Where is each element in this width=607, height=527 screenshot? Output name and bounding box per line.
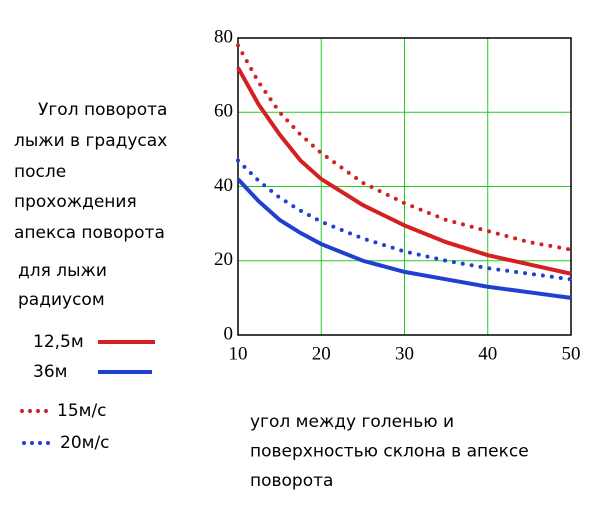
- annotation: после: [14, 162, 66, 182]
- legend-label: 20м/с: [60, 433, 110, 453]
- annotation: апекса поворота: [14, 223, 165, 243]
- annotation: Угол поворота: [38, 100, 167, 120]
- line-series: [236, 43, 573, 252]
- x-axis-label: поверхностью склона в апексе: [250, 442, 529, 462]
- x-axis-label: поворота: [250, 471, 333, 491]
- line-series: [236, 177, 572, 300]
- x-tick-label: 10: [229, 343, 248, 364]
- x-tick-label: 40: [478, 343, 497, 364]
- annotation: прохождения: [14, 192, 137, 212]
- y-tick-label: 20: [214, 249, 233, 270]
- y-tick-label: 60: [214, 101, 233, 122]
- x-tick-label: 30: [395, 343, 414, 364]
- legend-title: для лыжи: [18, 261, 107, 281]
- x-axis-label: угол между голенью и: [250, 412, 454, 432]
- y-tick-label: 80: [214, 26, 233, 47]
- x-tick-label: 20: [312, 343, 331, 364]
- legend-label: 15м/с: [57, 401, 107, 421]
- legend-label: 36м: [33, 362, 67, 382]
- x-tick-label: 50: [562, 343, 581, 364]
- line-series: [236, 66, 572, 276]
- legend-title: радиусом: [18, 290, 105, 310]
- y-tick-label: 40: [214, 175, 233, 196]
- y-tick-label: 0: [224, 323, 234, 344]
- annotation: лыжи в градусах: [14, 131, 167, 151]
- plot-frame: [237, 37, 572, 336]
- line-series: [236, 158, 573, 282]
- legend-label: 12,5м: [33, 332, 84, 352]
